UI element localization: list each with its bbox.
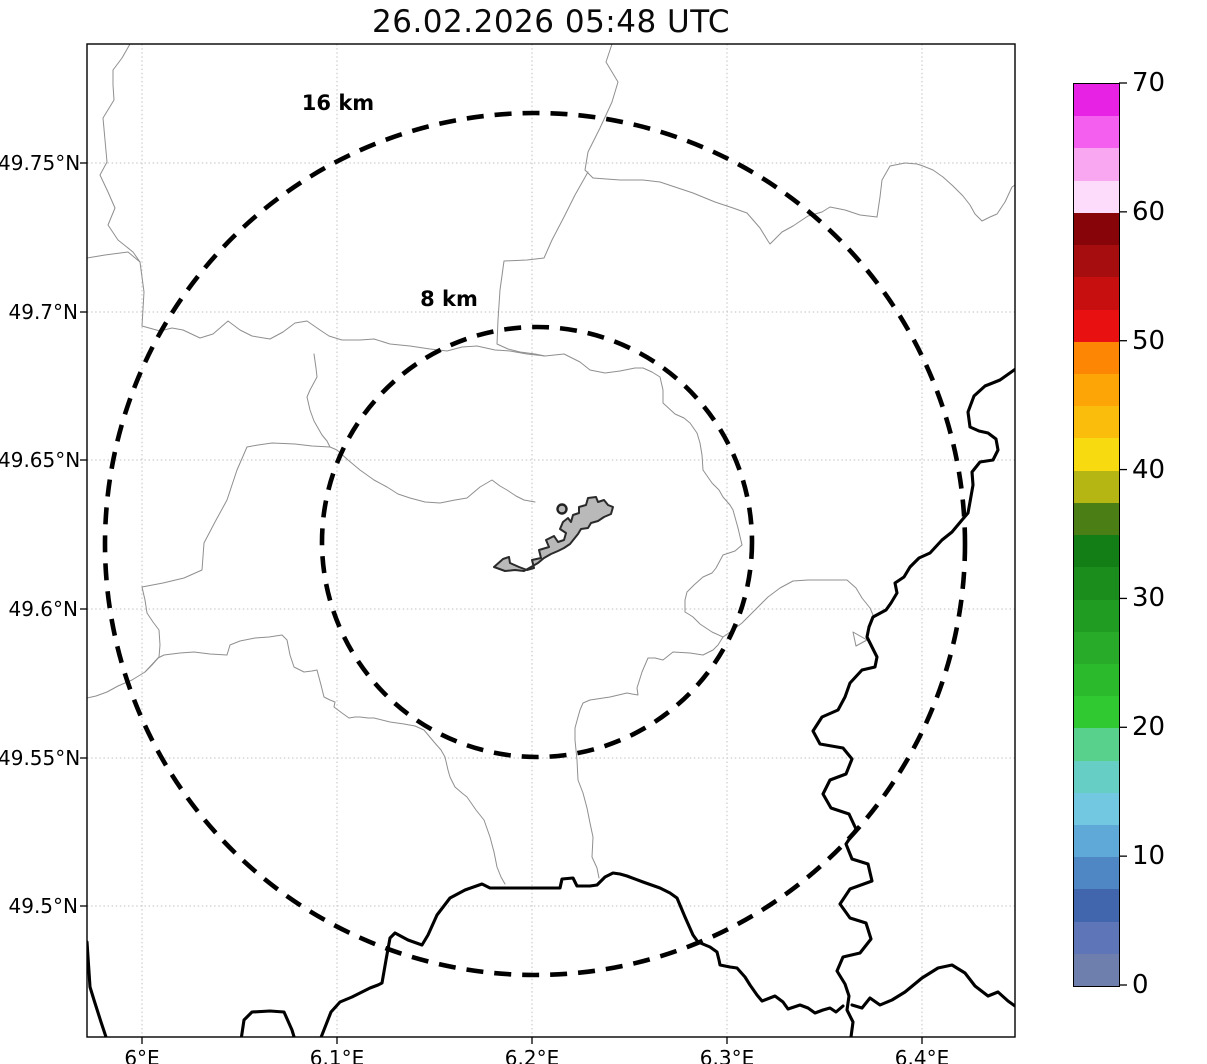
country-border-line [319,871,845,1037]
colorbar-segment [1074,857,1119,890]
x-tick-label: 6.4°E [894,1046,950,1064]
colorbar-tick-label: 30 [1132,583,1166,614]
colorbar-tick-label: 50 [1132,325,1166,356]
range-ring-label: 8 km [420,287,478,311]
colorbar-segment [1074,406,1119,439]
municipal-boundary-line [246,442,331,448]
colorbar-segment [1074,760,1119,793]
municipal-boundary-line [87,251,141,263]
range-ring-label: 16 km [301,91,375,115]
colorbar-segment [1074,212,1119,246]
country-border-line [850,963,1015,1010]
colorbar-segment [1074,148,1119,181]
x-tick-label: 6.1°E [309,1046,365,1064]
colorbar-tick-label: 10 [1132,841,1166,872]
country-border-line [87,940,108,1037]
colorbar-segment [1074,535,1119,568]
colorbar-segment [1074,696,1119,729]
colorbar-tick-label: 60 [1132,196,1166,227]
colorbar-segment [1074,373,1119,407]
municipal-boundary-line [306,353,331,448]
colorbar-tick-label: 0 [1132,970,1149,1000]
y-tick-label: 49.65°N [0,448,81,472]
municipal-boundary-line [141,320,565,357]
colorbar-tick-label: 40 [1132,454,1166,485]
x-tick-label: 6.2°E [504,1046,560,1064]
map-content [87,44,1015,1037]
colorbar-segment [1074,567,1119,600]
radar-site-marker [556,503,568,515]
colorbar-segment [1074,728,1119,761]
country-border-line [239,1009,296,1037]
colorbar-segment [1074,792,1119,826]
colorbar-tick-label: 70 [1132,68,1166,98]
municipal-boundary-line [584,44,619,179]
colorbar-segment [1074,599,1119,632]
y-tick-label: 49.75°N [0,151,81,175]
airport-outline [493,496,614,572]
page-title: 26.02.2026 05:48 UTC [372,4,730,40]
municipal-boundary-line [852,631,868,647]
colorbar-segment [1074,277,1119,310]
municipal-boundary-line [592,162,1015,245]
colorbar-segment [1074,921,1119,954]
municipal-boundary-line [99,44,145,327]
radar-map [80,43,1016,1044]
colorbar-segment [1074,470,1119,503]
colorbar-segment [1074,953,1119,987]
colorbar-segment [1074,180,1119,213]
dbz-colorbar [1073,83,1120,987]
colorbar-segment [1074,245,1119,278]
municipal-boundary-line [563,353,743,879]
colorbar-segment [1074,631,1119,664]
colorbar-tick-label: 20 [1132,712,1166,743]
colorbar-segment [1074,438,1119,471]
country-border-line [811,367,1015,1037]
municipal-boundary-line [144,634,506,885]
municipal-boundary-line [496,171,589,357]
colorbar-segment [1074,663,1119,697]
y-tick-label: 49.6°N [8,597,79,621]
range-ring-8km [319,324,755,760]
colorbar-segment [1074,309,1119,342]
colorbar-segment [1074,84,1119,117]
municipal-boundary-line [87,671,146,699]
municipal-boundary-line [329,446,536,504]
y-tick-label: 49.5°N [8,894,79,918]
x-tick-label: 6°E [124,1046,160,1064]
colorbar-segment [1074,116,1119,149]
range-ring-16km [102,110,968,978]
x-tick-label: 6.3°E [699,1046,755,1064]
municipal-boundary-line [141,446,248,673]
municipal-boundary-line [722,579,874,638]
y-tick-label: 49.55°N [0,746,81,770]
map-frame [86,43,1016,1038]
colorbar-segment [1074,825,1119,858]
colorbar-segment [1074,341,1119,374]
colorbar-segment [1074,889,1119,922]
colorbar-ticks [1119,82,1127,986]
colorbar-segment [1074,502,1119,536]
y-tick-label: 49.7°N [8,300,79,324]
